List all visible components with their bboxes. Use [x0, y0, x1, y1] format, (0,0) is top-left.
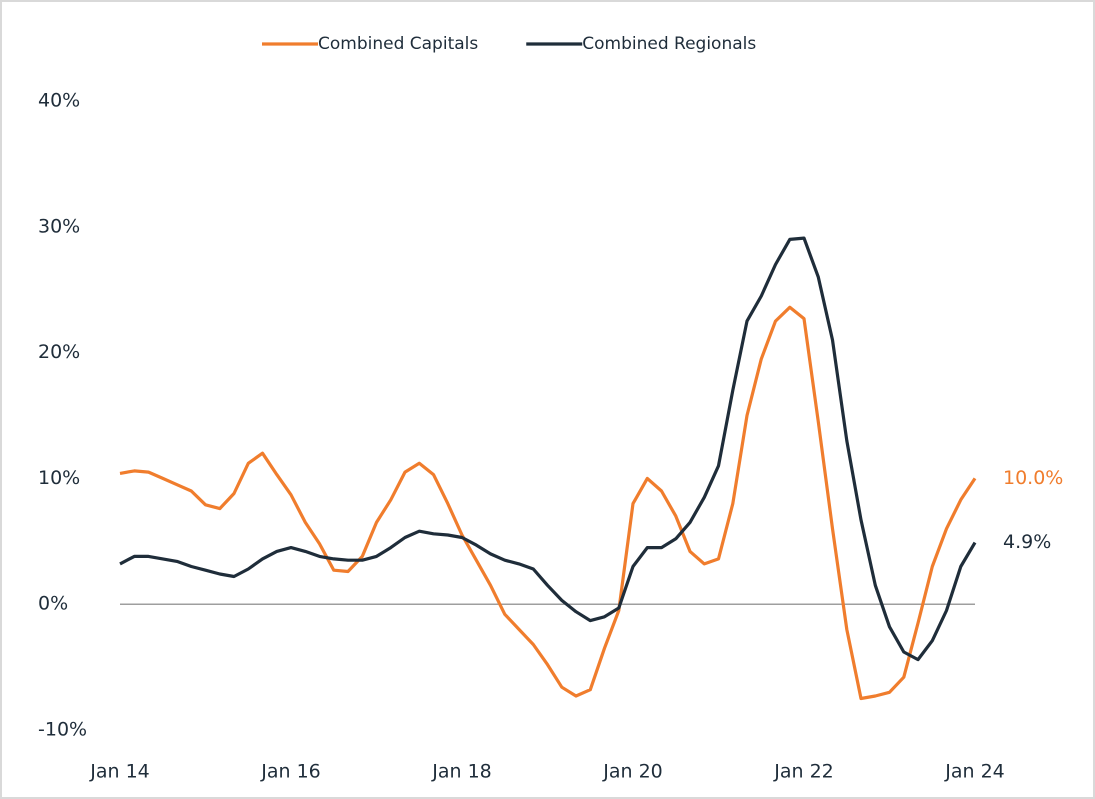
legend-label: Combined Capitals — [318, 34, 478, 54]
x-tick-label: Jan 24 — [944, 761, 1005, 783]
y-tick-label: 20% — [38, 341, 80, 363]
x-tick-label: Jan 22 — [773, 761, 834, 783]
y-tick-label: 0% — [38, 593, 68, 615]
x-tick-label: Jan 20 — [602, 761, 663, 783]
x-tick-label: Jan 14 — [89, 761, 150, 783]
end-label: 4.9% — [1003, 531, 1051, 553]
y-tick-label: 10% — [38, 467, 80, 489]
x-tick-label: Jan 16 — [260, 761, 321, 783]
series-line — [119, 236, 977, 662]
y-tick-label: -10% — [38, 719, 87, 741]
y-tick-label: 40% — [38, 90, 80, 112]
series-line — [119, 305, 977, 701]
legend: Combined Capitals Combined Regionals — [262, 34, 756, 54]
x-tick-label: Jan 18 — [431, 761, 492, 783]
y-tick-label: 30% — [38, 215, 80, 237]
legend-label: Combined Regionals — [582, 34, 756, 54]
end-label: 10.0% — [1003, 467, 1063, 489]
